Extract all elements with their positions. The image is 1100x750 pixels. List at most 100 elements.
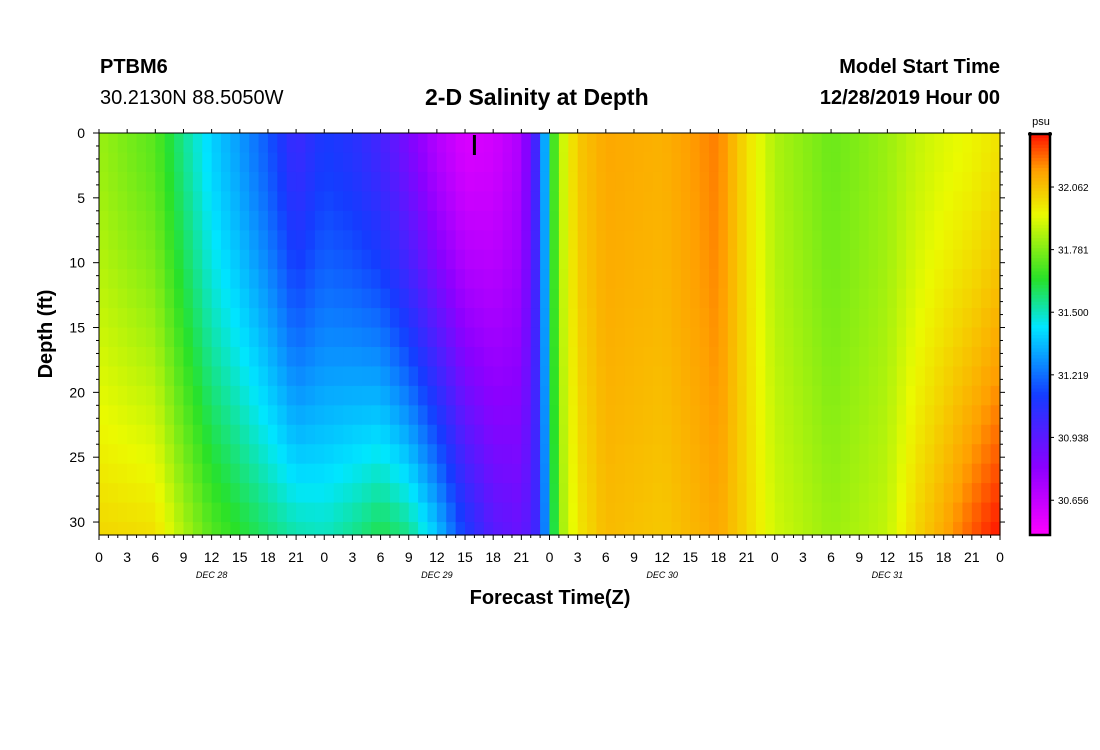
heatmap-cell — [117, 346, 128, 368]
heatmap-cell — [915, 483, 926, 504]
heatmap-cell — [277, 522, 288, 536]
heatmap-cell — [953, 152, 964, 173]
heatmap-cell — [633, 502, 644, 523]
heatmap-cell — [540, 249, 551, 270]
heatmap-cell — [127, 522, 138, 536]
heatmap-cell — [352, 191, 363, 212]
heatmap-cell — [174, 463, 185, 484]
heatmap-cell — [230, 405, 241, 426]
heatmap-cell — [709, 230, 720, 251]
heatmap-cell — [314, 191, 325, 212]
heatmap-cell — [840, 522, 851, 536]
heatmap-cell — [690, 502, 701, 523]
heatmap-cell — [530, 463, 541, 484]
heatmap-cell — [652, 385, 663, 406]
heatmap-cell — [831, 327, 842, 348]
heatmap-cell — [530, 152, 541, 173]
heatmap-cell — [474, 230, 485, 251]
heatmap-cell — [652, 288, 663, 309]
heatmap-cell — [314, 327, 325, 348]
heatmap-cell — [483, 385, 494, 406]
heatmap-cell — [286, 269, 297, 290]
heatmap-cell — [333, 346, 344, 368]
heatmap-cell — [108, 210, 119, 231]
heatmap-cell — [615, 346, 626, 368]
heatmap-cell — [221, 444, 231, 465]
heatmap-cell — [624, 444, 635, 465]
heatmap-cell — [99, 288, 109, 309]
heatmap-cell — [774, 346, 785, 368]
heatmap-cell — [981, 346, 992, 368]
heatmap-cell — [230, 269, 241, 290]
heatmap-cell — [371, 444, 382, 465]
heatmap-cell — [314, 346, 325, 368]
heatmap-cell — [427, 269, 438, 290]
heatmap-cell — [380, 444, 391, 465]
heatmap-cell — [465, 152, 476, 173]
heatmap-cell — [840, 366, 851, 387]
heatmap-cell — [371, 346, 382, 368]
heatmap-cell — [746, 483, 757, 504]
heatmap-cell — [99, 230, 109, 251]
colorbar-segment — [1030, 210, 1050, 215]
heatmap-cell — [840, 346, 851, 368]
heatmap-cell — [145, 152, 156, 173]
heatmap-cell — [971, 444, 982, 465]
heatmap-cell — [155, 463, 166, 484]
heatmap-cell — [277, 327, 288, 348]
heatmap-cell — [418, 288, 429, 309]
heatmap-cell — [474, 463, 485, 484]
heatmap-cell — [652, 308, 663, 329]
heatmap-cell — [493, 327, 504, 348]
heatmap-cell — [540, 385, 551, 406]
heatmap-cell — [784, 230, 795, 251]
heatmap-cell — [906, 269, 917, 290]
heatmap-cell — [943, 522, 954, 536]
heatmap-cell — [624, 405, 635, 426]
heatmap-cell — [249, 230, 260, 251]
heatmap-cell — [868, 269, 879, 290]
heatmap-cell — [568, 210, 579, 231]
heatmap-cell — [680, 502, 691, 523]
heatmap-cell — [296, 191, 307, 212]
heatmap-cell — [802, 133, 813, 154]
heatmap-cell — [549, 502, 560, 523]
heatmap-cell — [849, 133, 860, 154]
heatmap-cell — [690, 210, 701, 231]
heatmap-cell — [896, 191, 907, 212]
heatmap-cell — [906, 171, 917, 192]
x-tick-label: 9 — [855, 549, 863, 565]
heatmap-cell — [174, 346, 185, 368]
heatmap-cell — [953, 405, 964, 426]
heatmap-cell — [511, 385, 522, 406]
heatmap-cell — [493, 522, 504, 536]
heatmap-cell — [465, 463, 476, 484]
heatmap-cell — [502, 463, 513, 484]
heatmap-cell — [211, 288, 222, 309]
heatmap-cell — [239, 133, 250, 154]
heatmap-cell — [258, 171, 269, 192]
heatmap-cell — [934, 133, 945, 154]
heatmap-cell — [943, 230, 954, 251]
heatmap-cell — [793, 522, 804, 536]
heatmap-cell — [202, 405, 213, 426]
heatmap-cell — [249, 366, 260, 387]
heatmap-cell — [483, 424, 494, 445]
heatmap-cell — [117, 191, 128, 212]
heatmap-cell — [587, 424, 598, 445]
heatmap-cell — [324, 424, 335, 445]
colorbar-segment — [1030, 187, 1050, 192]
heatmap-cell — [99, 210, 109, 231]
heatmap-cell — [990, 346, 1001, 368]
heatmap-cell — [155, 522, 166, 536]
heatmap-cell — [446, 171, 457, 192]
heatmap-cell — [343, 133, 354, 154]
heatmap-cell — [821, 522, 832, 536]
colorbar-segment — [1030, 200, 1050, 205]
heatmap-cell — [530, 210, 541, 231]
heatmap-cell — [474, 483, 485, 504]
heatmap-cell — [174, 269, 185, 290]
heatmap-cell — [615, 210, 626, 231]
heatmap-cell — [164, 522, 175, 536]
heatmap-cell — [389, 171, 400, 192]
